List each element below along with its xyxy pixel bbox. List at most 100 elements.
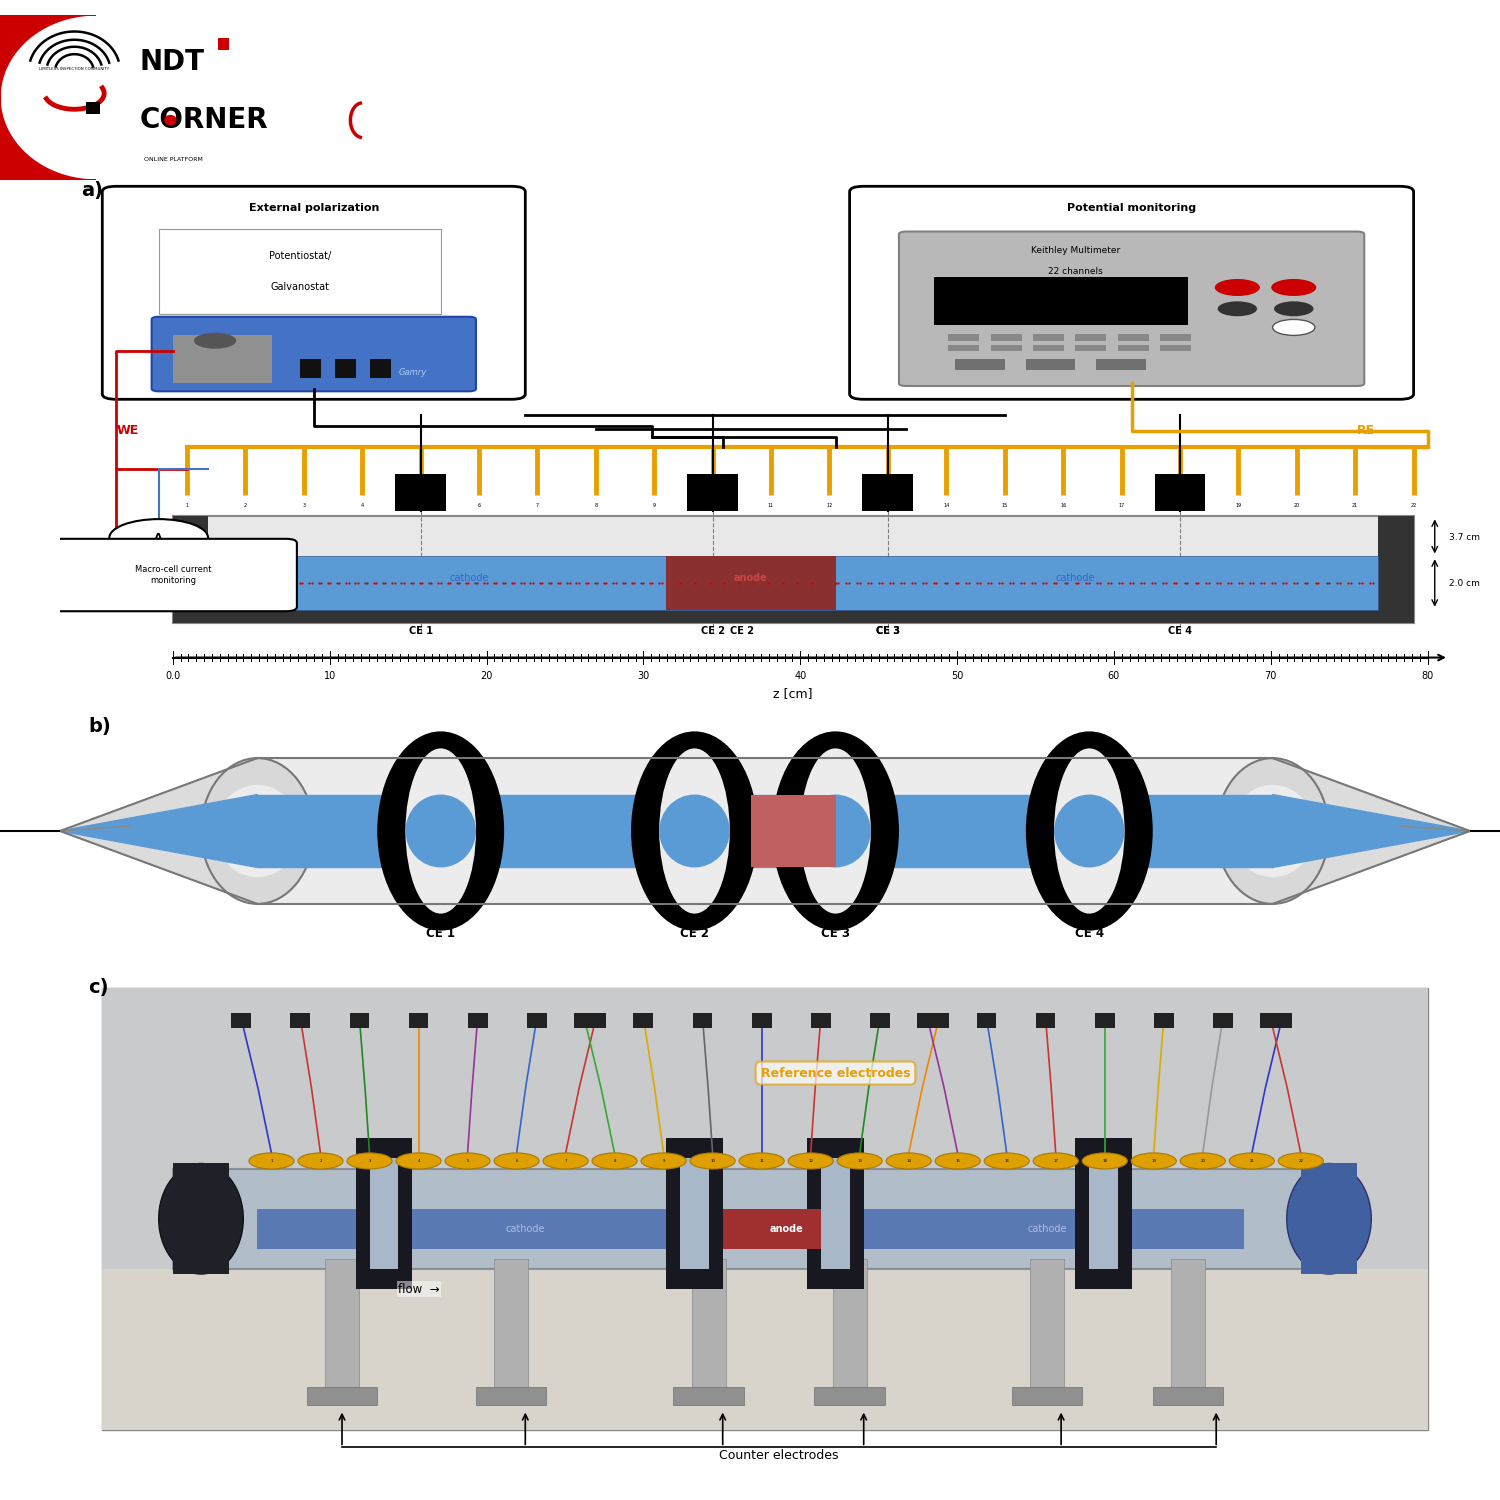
Text: CE 1: CE 1: [408, 626, 432, 636]
Bar: [1160, 334, 1191, 340]
Bar: [1118, 334, 1149, 340]
Text: 12: 12: [808, 1160, 813, 1162]
Bar: [1172, 1258, 1204, 1389]
Text: 12: 12: [827, 503, 833, 509]
Bar: [976, 1013, 996, 1028]
Polygon shape: [0, 15, 96, 180]
Text: 22: 22: [1299, 1160, 1304, 1162]
Bar: [219, 38, 230, 50]
Text: 16: 16: [1060, 503, 1066, 509]
Text: 0.0: 0.0: [165, 670, 180, 681]
Text: 13: 13: [885, 503, 891, 509]
Text: 20: 20: [480, 670, 492, 681]
Bar: [476, 1388, 546, 1404]
Ellipse shape: [405, 748, 476, 914]
Bar: [807, 1138, 864, 1288]
Ellipse shape: [1026, 732, 1152, 930]
Circle shape: [346, 1154, 392, 1168]
Bar: [370, 360, 392, 378]
Text: Galvanostat: Galvanostat: [270, 282, 328, 292]
Bar: [326, 1258, 358, 1389]
Text: 7: 7: [564, 1160, 567, 1162]
Ellipse shape: [1230, 784, 1316, 877]
Bar: [918, 1013, 938, 1028]
Text: 15: 15: [1002, 503, 1008, 509]
Circle shape: [592, 1154, 638, 1168]
Circle shape: [1272, 320, 1316, 336]
Bar: [1034, 334, 1064, 340]
Text: CORNER: CORNER: [140, 106, 268, 134]
Circle shape: [543, 1154, 588, 1168]
Text: z [cm]: z [cm]: [774, 687, 813, 700]
Bar: [930, 1013, 950, 1028]
Bar: [159, 230, 441, 314]
Text: CE 4: CE 4: [1074, 927, 1104, 939]
Text: CE 2: CE 2: [680, 927, 710, 939]
Bar: [356, 1138, 413, 1288]
Bar: [1154, 1013, 1174, 1028]
Text: flow  →: flow →: [399, 1282, 439, 1296]
Circle shape: [934, 1154, 981, 1168]
Ellipse shape: [214, 784, 300, 877]
Text: 1: 1: [270, 1160, 273, 1162]
Text: 17: 17: [1119, 503, 1125, 509]
Bar: [172, 1168, 1329, 1269]
Bar: [495, 1258, 528, 1389]
Circle shape: [110, 519, 209, 556]
Text: CE 2: CE 2: [700, 626, 724, 636]
Bar: [1160, 345, 1191, 351]
Text: 21: 21: [1352, 503, 1359, 509]
Polygon shape: [1272, 758, 1470, 904]
Text: CE 3: CE 3: [876, 626, 900, 636]
Text: b): b): [88, 717, 111, 736]
Circle shape: [837, 1154, 882, 1168]
Bar: [1260, 1013, 1280, 1028]
Bar: [172, 516, 1413, 622]
Text: WE: WE: [117, 424, 138, 436]
Bar: [102, 987, 1428, 1269]
Polygon shape: [258, 795, 1272, 867]
Bar: [350, 1013, 369, 1028]
Text: 10: 10: [710, 1160, 716, 1162]
Text: 17: 17: [1053, 1160, 1058, 1162]
Text: 22: 22: [1410, 503, 1416, 509]
Circle shape: [249, 1154, 294, 1168]
Text: CE 1: CE 1: [426, 927, 454, 939]
Text: Keithley Multimeter: Keithley Multimeter: [1030, 246, 1120, 255]
Bar: [633, 1013, 652, 1028]
Bar: [1300, 1164, 1358, 1274]
Bar: [1095, 1013, 1114, 1028]
Text: 10: 10: [324, 670, 336, 681]
Circle shape: [1218, 302, 1257, 316]
Ellipse shape: [632, 732, 758, 930]
Circle shape: [690, 1154, 735, 1168]
Bar: [812, 1013, 831, 1028]
Text: 4: 4: [360, 503, 363, 509]
Ellipse shape: [1054, 748, 1125, 914]
Text: 3: 3: [302, 503, 306, 509]
Bar: [752, 1013, 771, 1028]
Bar: [102, 987, 1428, 1430]
Text: CE 3: CE 3: [821, 927, 850, 939]
Bar: [1076, 345, 1106, 351]
Bar: [1035, 1013, 1056, 1028]
Text: Gamry: Gamry: [399, 368, 426, 376]
Bar: [723, 1209, 849, 1249]
Bar: [87, 102, 100, 114]
Bar: [574, 1013, 594, 1028]
Polygon shape: [1272, 795, 1470, 867]
Text: 16: 16: [1005, 1160, 1010, 1162]
FancyBboxPatch shape: [152, 316, 476, 392]
Text: 14: 14: [906, 1160, 910, 1162]
Text: 30: 30: [638, 670, 650, 681]
Ellipse shape: [405, 795, 476, 867]
Bar: [1034, 345, 1064, 351]
Text: RE: RE: [1358, 424, 1376, 436]
Text: LIMITLESS INSPECTION COMMUNITY: LIMITLESS INSPECTION COMMUNITY: [39, 66, 110, 70]
Text: Potential monitoring: Potential monitoring: [1066, 202, 1196, 213]
Circle shape: [446, 1154, 491, 1168]
Bar: [231, 1013, 251, 1028]
Text: External polarization: External polarization: [249, 202, 380, 213]
Polygon shape: [60, 795, 258, 867]
Circle shape: [1215, 279, 1260, 296]
